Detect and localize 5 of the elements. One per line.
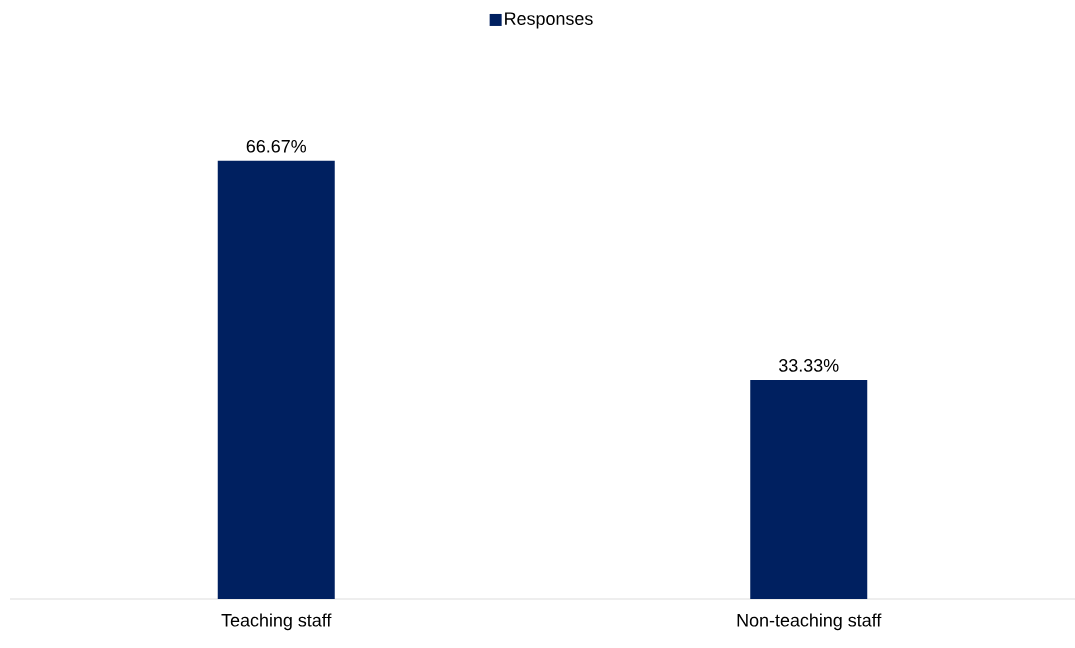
data-label: 33.33%	[779, 359, 839, 372]
data-label: 66.67%	[246, 139, 307, 153]
x-tick-label: Non-teaching staff	[737, 613, 882, 631]
x-tick-label: Teaching staff	[221, 613, 332, 631]
legend-label: Responses	[505, 12, 593, 29]
